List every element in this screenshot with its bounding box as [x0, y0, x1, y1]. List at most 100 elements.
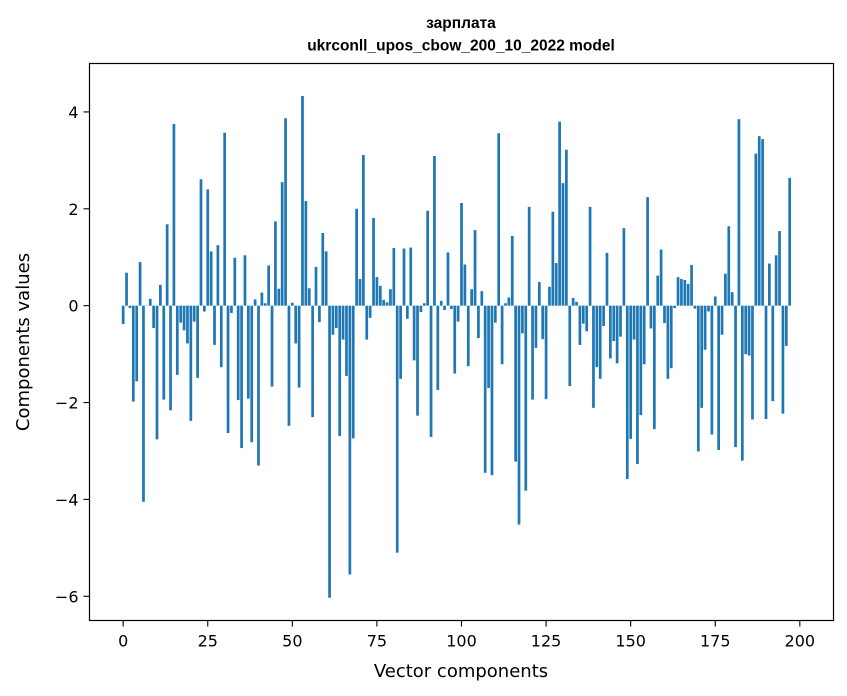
- bar: [713, 296, 717, 306]
- bar: [213, 305, 216, 345]
- bar: [433, 156, 436, 306]
- bar: [294, 305, 298, 344]
- bar: [497, 133, 501, 306]
- bar: [219, 305, 223, 368]
- x-tick-label: 75: [367, 632, 387, 651]
- x-tick-label: 150: [615, 632, 646, 651]
- bar: [142, 305, 145, 502]
- bar: [446, 252, 450, 306]
- bar: [534, 305, 538, 348]
- bar: [402, 248, 406, 306]
- bar: [125, 272, 128, 306]
- bar: [331, 305, 335, 335]
- bar: [138, 262, 142, 306]
- bar: [622, 228, 626, 306]
- bar: [345, 305, 348, 376]
- bar: [297, 305, 301, 388]
- bar: [693, 305, 697, 309]
- x-axis-label: Vector components: [374, 661, 548, 682]
- bar: [636, 305, 639, 465]
- bar: [588, 206, 592, 306]
- bar: [740, 305, 744, 461]
- bar: [575, 301, 578, 306]
- bar: [561, 183, 565, 306]
- bar: [453, 305, 457, 374]
- bar: [649, 305, 653, 329]
- bar: [761, 139, 764, 306]
- bar: [355, 208, 358, 306]
- bar: [490, 305, 494, 476]
- bar: [338, 305, 342, 436]
- bar: [429, 305, 433, 437]
- bar: [642, 305, 646, 365]
- bar: [348, 305, 352, 575]
- bar: [788, 177, 792, 306]
- bar: [747, 305, 751, 356]
- bar: [172, 124, 176, 306]
- bar: [243, 255, 247, 306]
- bar: [598, 305, 602, 379]
- bars-group: [121, 95, 792, 598]
- bar: [280, 182, 284, 306]
- bar: [179, 305, 183, 323]
- bar: [304, 201, 308, 306]
- bar: [524, 305, 528, 491]
- bar: [500, 305, 504, 365]
- bar: [277, 288, 281, 306]
- x-tick-label: 175: [700, 632, 731, 651]
- bar: [778, 231, 781, 306]
- bar: [470, 289, 474, 306]
- bar: [443, 305, 446, 311]
- bar: [223, 132, 227, 306]
- bar: [493, 305, 497, 323]
- bar: [152, 305, 155, 328]
- bar: [436, 305, 440, 390]
- bar: [707, 305, 710, 312]
- bar: [720, 305, 724, 335]
- bar: [203, 305, 206, 312]
- x-tick-label: 200: [785, 632, 816, 651]
- bar: [571, 297, 575, 306]
- bar: [419, 305, 423, 312]
- bar: [196, 305, 199, 378]
- bar: [676, 277, 680, 306]
- bar: [625, 305, 629, 480]
- bar: [365, 305, 369, 340]
- bar: [186, 305, 189, 344]
- bar: [737, 119, 741, 306]
- bar: [483, 305, 487, 473]
- bar: [602, 305, 605, 327]
- bar: [240, 305, 243, 449]
- bar: [389, 289, 392, 306]
- bar: [771, 305, 775, 402]
- bar: [629, 305, 633, 439]
- bar: [321, 233, 325, 306]
- bar: [578, 305, 582, 345]
- bar: [690, 264, 693, 306]
- bar: [619, 305, 622, 337]
- bar: [324, 251, 328, 306]
- bar: [592, 305, 595, 408]
- bar: [781, 305, 785, 414]
- bar: [274, 221, 277, 306]
- bar: [653, 305, 656, 430]
- bar: [477, 305, 480, 339]
- bar: [328, 305, 331, 598]
- bar: [548, 286, 551, 306]
- bar: [680, 279, 683, 306]
- bar: [537, 281, 541, 306]
- y-tick-label: −6: [55, 587, 79, 606]
- bar: [358, 279, 362, 306]
- bar: [751, 305, 754, 420]
- bar: [439, 300, 443, 306]
- bar: [463, 264, 467, 306]
- x-axis-ticks: 0 25 50 75 100 125 150 175 200: [118, 620, 816, 651]
- bar: [226, 305, 230, 434]
- bar: [169, 305, 172, 411]
- bar: [247, 305, 250, 399]
- bar: [595, 305, 599, 368]
- bar: [284, 118, 287, 306]
- bar: [517, 305, 521, 525]
- bar: [301, 95, 304, 306]
- bar: [263, 303, 267, 306]
